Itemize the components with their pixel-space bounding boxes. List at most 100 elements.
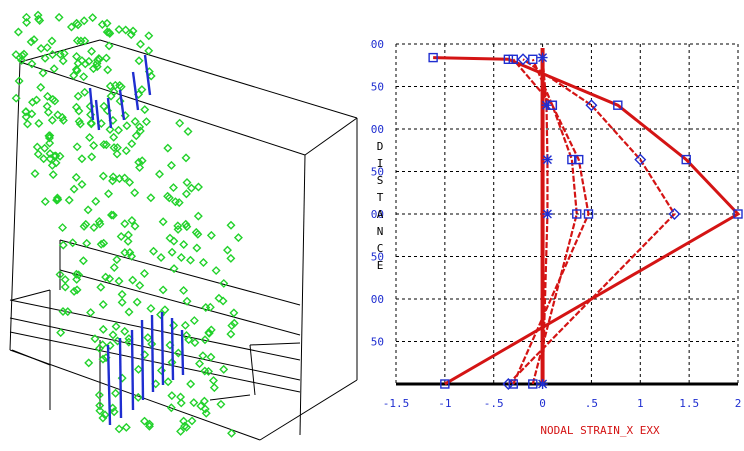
series-line (531, 58, 578, 385)
blue-vector (88, 87, 95, 121)
green-marker (114, 276, 124, 286)
green-marker (114, 25, 124, 34)
data-point (613, 100, 623, 110)
green-marker (17, 55, 27, 65)
green-marker (121, 25, 131, 35)
green-marker (48, 50, 58, 60)
green-marker (135, 39, 145, 49)
green-marker (55, 151, 65, 161)
green-marker (198, 351, 208, 361)
data-point (537, 379, 548, 389)
model-edge (9, 349, 261, 441)
model-edge (59, 269, 301, 336)
green-marker (181, 153, 191, 163)
green-marker (101, 140, 111, 150)
green-marker (82, 238, 92, 248)
green-marker (44, 131, 54, 141)
green-marker (96, 239, 106, 249)
green-marker (137, 156, 147, 166)
green-marker (72, 52, 82, 61)
green-marker (94, 216, 104, 226)
green-marker (85, 133, 95, 143)
x-tick-label: -.5 (484, 397, 504, 410)
y-axis-letter: S (377, 174, 384, 187)
green-marker (116, 232, 126, 242)
green-marker (169, 236, 179, 246)
green-marker (114, 424, 124, 434)
green-marker (208, 376, 218, 386)
green-marker (206, 352, 216, 362)
green-marker (69, 71, 79, 81)
x-axis-label: NODAL STRAIN_X EXX (540, 424, 660, 437)
green-marker (58, 223, 68, 233)
data-point (572, 209, 582, 219)
model-viewport[interactable] (0, 0, 370, 447)
model-edge (249, 344, 256, 396)
data-point (502, 378, 515, 390)
y-tick-label: 250 (370, 166, 384, 179)
data-point (508, 379, 518, 389)
green-marker (166, 403, 176, 413)
green-marker (48, 94, 58, 104)
green-marker (32, 142, 42, 152)
green-marker (75, 119, 85, 129)
green-marker (66, 22, 76, 32)
green-marker (110, 80, 120, 90)
series-3 (528, 54, 582, 389)
green-marker (127, 216, 137, 225)
plot-viewport[interactable]: -1.5-1-.50.511.5250100150200250300350400… (364, 0, 744, 447)
green-marker (144, 31, 154, 41)
data-point (567, 154, 577, 165)
data-point (428, 52, 438, 63)
y-tick-label: 400 (370, 38, 384, 51)
y-axis-letter: A (377, 208, 384, 221)
green-marker (36, 82, 46, 92)
strain-distance-chart: -1.5-1-.50.511.5250100150200250300350400… (364, 38, 743, 437)
green-marker (160, 305, 170, 315)
green-marker (98, 413, 108, 423)
green-marker (195, 359, 205, 369)
green-marker (206, 230, 216, 240)
green-marker (79, 221, 89, 231)
y-tick-label: 150 (370, 251, 384, 264)
model-edge (19, 61, 306, 156)
blue-vector (118, 337, 123, 419)
model-edge (299, 154, 306, 436)
tick-labels: -1.5-1-.50.511.5250100150200250300350400 (364, 38, 741, 410)
green-marker (185, 255, 195, 265)
green-marker (209, 383, 219, 393)
green-marker (78, 256, 88, 266)
green-marker (97, 20, 107, 29)
green-marker (126, 30, 136, 40)
green-marker (74, 106, 84, 116)
green-marker (108, 176, 118, 186)
green-marker (45, 149, 55, 159)
green-marker (98, 299, 108, 309)
x-tick-label: -1.5 (383, 397, 410, 410)
green-marker (27, 109, 37, 119)
green-marker (42, 43, 52, 53)
green-marker (92, 62, 102, 72)
green-marker (33, 149, 43, 159)
green-marker (145, 419, 155, 429)
series-line (512, 58, 590, 385)
green-marker (131, 131, 141, 141)
green-marker (226, 329, 236, 339)
green-marker (187, 416, 197, 426)
data-point (574, 154, 584, 165)
green-marker (144, 46, 154, 56)
green-marker (64, 195, 74, 205)
green-marker (105, 340, 115, 350)
green-marker (48, 170, 58, 180)
data-point (541, 100, 552, 111)
green-marker (52, 193, 62, 203)
model-wireframe (9, 39, 358, 441)
green-marker (128, 275, 138, 285)
green-marker (77, 179, 87, 189)
green-marker (128, 26, 138, 36)
green-marker (100, 410, 110, 420)
green-marker (58, 56, 68, 66)
fem-model-3d-icon (9, 10, 358, 441)
green-marker (124, 307, 134, 317)
